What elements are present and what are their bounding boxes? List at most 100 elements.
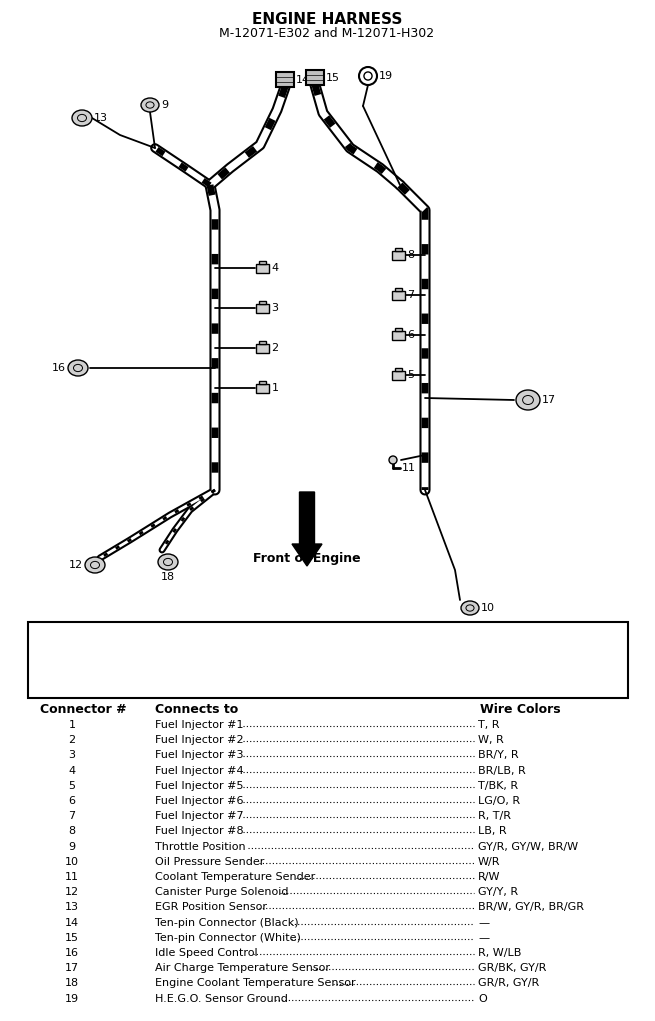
- Text: Canister Purge Solenoid: Canister Purge Solenoid: [155, 887, 288, 897]
- Text: W/R: W/R: [478, 857, 500, 867]
- Text: LG = Light Green: LG = Light Green: [333, 658, 430, 668]
- Text: R, W/LB: R, W/LB: [478, 949, 521, 958]
- Text: BR = Brown: BR = Brown: [333, 630, 400, 640]
- Text: Front of Engine: Front of Engine: [253, 552, 361, 565]
- Bar: [394, 368, 402, 371]
- Text: Fuel Injector #2: Fuel Injector #2: [155, 735, 244, 745]
- Ellipse shape: [141, 98, 159, 112]
- Text: Throttle Position: Throttle Position: [155, 841, 246, 852]
- Text: 2: 2: [272, 343, 278, 353]
- Bar: [306, 70, 324, 86]
- Text: W, R: W, R: [478, 735, 504, 745]
- Bar: [394, 328, 402, 331]
- Ellipse shape: [164, 558, 172, 566]
- Text: Oil Pressure Sender: Oil Pressure Sender: [155, 857, 265, 867]
- Bar: [255, 343, 269, 352]
- Text: Fuel Injector #5: Fuel Injector #5: [155, 781, 244, 791]
- Ellipse shape: [523, 395, 533, 404]
- Text: O: O: [478, 993, 487, 1004]
- Text: GR/BK, GY/R: GR/BK, GY/R: [478, 963, 546, 973]
- Text: BR/W, GY/R, BR/GR: BR/W, GY/R, BR/GR: [478, 903, 584, 913]
- Bar: [255, 303, 269, 312]
- Text: GR = Green: GR = Green: [486, 630, 553, 640]
- Text: 14: 14: [296, 75, 310, 85]
- Text: Idle Speed Control: Idle Speed Control: [155, 949, 257, 958]
- Text: M-12071-E302 and M-12071-H302: M-12071-E302 and M-12071-H302: [219, 27, 434, 40]
- Text: 16: 16: [52, 363, 66, 373]
- Text: GY/R, GY/W, BR/W: GY/R, GY/W, BR/W: [478, 841, 578, 852]
- Text: 14: 14: [65, 918, 79, 928]
- Text: 8: 8: [68, 826, 75, 836]
- Text: 15: 15: [326, 72, 340, 83]
- Bar: [392, 291, 405, 299]
- Text: Fuel Injector #1: Fuel Injector #1: [155, 720, 244, 730]
- Text: 10: 10: [65, 857, 79, 867]
- Text: 3: 3: [272, 303, 278, 313]
- Text: Engine Coolant Temperature Sensor: Engine Coolant Temperature Sensor: [155, 978, 356, 988]
- Text: —: —: [478, 933, 489, 942]
- Ellipse shape: [68, 360, 88, 376]
- Ellipse shape: [73, 364, 83, 372]
- Text: R/W: R/W: [478, 872, 500, 882]
- Text: BL = Blue: BL = Blue: [486, 644, 541, 654]
- Bar: [392, 331, 405, 340]
- Text: BK = Black: BK = Black: [333, 644, 394, 654]
- Text: Fuel Injector #8: Fuel Injector #8: [155, 826, 244, 836]
- Text: Connects to: Connects to: [155, 703, 238, 716]
- Text: 5: 5: [407, 370, 415, 380]
- Ellipse shape: [85, 557, 105, 573]
- Text: 7: 7: [407, 290, 415, 300]
- Circle shape: [389, 456, 397, 464]
- Bar: [392, 371, 405, 380]
- Bar: [394, 247, 402, 250]
- Text: 13: 13: [94, 113, 108, 123]
- Bar: [28, 622, 628, 698]
- Text: 17: 17: [542, 395, 556, 405]
- Text: 17: 17: [65, 963, 79, 973]
- Text: 16: 16: [65, 949, 79, 958]
- Text: O = Orange: O = Orange: [333, 672, 400, 682]
- Text: 11: 11: [65, 872, 79, 882]
- Text: DG = Dark Green: DG = Dark Green: [486, 672, 584, 682]
- Text: 9: 9: [68, 841, 75, 852]
- Text: 12: 12: [69, 560, 83, 570]
- Text: Coolant Temperature Sender: Coolant Temperature Sender: [155, 872, 315, 882]
- Text: GY = Gray: GY = Gray: [183, 644, 241, 654]
- Text: 1: 1: [272, 383, 278, 393]
- Text: GY/Y, R: GY/Y, R: [478, 887, 518, 897]
- Bar: [392, 250, 405, 259]
- Text: T, R: T, R: [478, 720, 500, 730]
- Text: 6: 6: [407, 330, 415, 340]
- Text: 2: 2: [68, 735, 75, 745]
- Text: 6: 6: [69, 796, 75, 806]
- Text: LB, R: LB, R: [478, 826, 506, 836]
- Text: 1: 1: [69, 720, 75, 730]
- Text: Y = Yellow: Y = Yellow: [183, 658, 240, 668]
- Text: 15: 15: [65, 933, 79, 942]
- Text: Fuel Injector #6: Fuel Injector #6: [155, 796, 244, 806]
- Ellipse shape: [72, 110, 92, 126]
- Text: 3: 3: [69, 750, 75, 761]
- Text: 12: 12: [65, 887, 79, 897]
- Text: Connector #: Connector #: [40, 703, 126, 716]
- Text: 18: 18: [161, 572, 175, 582]
- Ellipse shape: [461, 601, 479, 615]
- Ellipse shape: [90, 562, 100, 569]
- Text: Air Charge Temperature Sensor: Air Charge Temperature Sensor: [155, 963, 330, 973]
- Text: 9: 9: [161, 100, 168, 110]
- Bar: [259, 381, 265, 384]
- Bar: [394, 288, 402, 291]
- Text: Ten-pin Connector (White): Ten-pin Connector (White): [155, 933, 301, 942]
- Ellipse shape: [466, 604, 474, 612]
- Circle shape: [364, 71, 372, 80]
- Bar: [276, 72, 294, 88]
- Ellipse shape: [516, 390, 540, 410]
- Text: —: —: [478, 918, 489, 928]
- Text: Fuel Injector #7: Fuel Injector #7: [155, 812, 244, 821]
- Bar: [259, 300, 265, 303]
- FancyArrow shape: [292, 492, 322, 566]
- Text: P = Purple: P = Purple: [36, 630, 94, 640]
- Text: 13: 13: [65, 903, 79, 913]
- Bar: [255, 263, 269, 273]
- Text: Ten-pin Connector (Black): Ten-pin Connector (Black): [155, 918, 299, 928]
